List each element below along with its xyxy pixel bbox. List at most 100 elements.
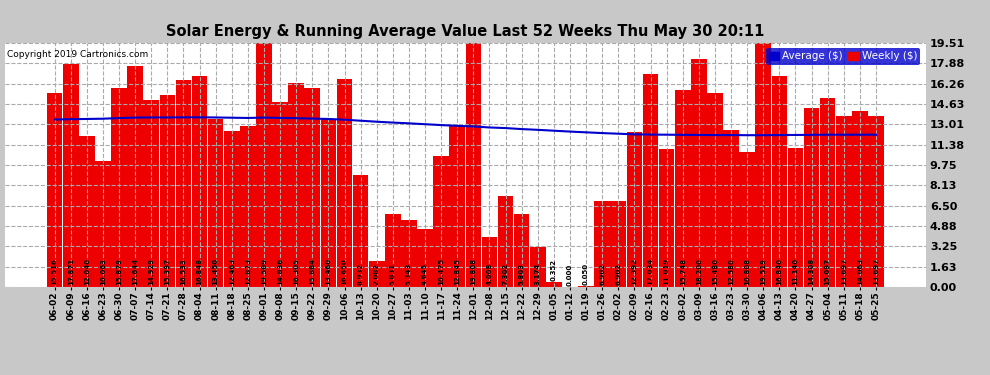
Bar: [482, 237, 497, 287]
Text: 15.879: 15.879: [116, 258, 122, 285]
Bar: [691, 60, 707, 287]
Bar: [578, 286, 594, 287]
Text: 3.174: 3.174: [535, 262, 541, 285]
Bar: [755, 43, 771, 287]
Text: 10.063: 10.063: [100, 258, 106, 285]
Text: 17.644: 17.644: [132, 258, 139, 285]
Bar: [352, 175, 368, 287]
Bar: [724, 130, 739, 287]
Bar: [643, 74, 658, 287]
Text: 18.200: 18.200: [696, 258, 702, 285]
Text: 15.884: 15.884: [309, 258, 315, 285]
Text: 6.902: 6.902: [616, 263, 622, 285]
Text: 11.019: 11.019: [663, 258, 669, 285]
Bar: [820, 98, 836, 287]
Text: 0.050: 0.050: [583, 263, 589, 285]
Text: 4.645: 4.645: [422, 263, 428, 285]
Bar: [192, 76, 207, 287]
Text: 12.392: 12.392: [632, 258, 638, 285]
Text: 17.871: 17.871: [67, 258, 73, 285]
Text: 19.808: 19.808: [470, 258, 476, 285]
Text: 15.748: 15.748: [680, 258, 686, 285]
Text: 12.845: 12.845: [454, 258, 460, 285]
Text: 5.343: 5.343: [406, 263, 412, 285]
Text: 7.302: 7.302: [503, 263, 509, 285]
Text: 16.533: 16.533: [180, 258, 186, 285]
Text: 14.836: 14.836: [277, 258, 283, 285]
Bar: [175, 80, 191, 287]
Text: 8.932: 8.932: [357, 263, 363, 285]
Bar: [530, 247, 545, 287]
Legend: Average ($), Weekly ($): Average ($), Weekly ($): [766, 48, 921, 64]
Text: 5.831: 5.831: [390, 263, 396, 285]
Bar: [224, 131, 240, 287]
Bar: [288, 83, 304, 287]
Text: 17.034: 17.034: [647, 258, 653, 285]
Bar: [449, 126, 465, 287]
Text: 16.650: 16.650: [342, 258, 347, 285]
Text: Copyright 2019 Cartronics.com: Copyright 2019 Cartronics.com: [7, 51, 148, 59]
Text: 12.040: 12.040: [84, 258, 90, 285]
Bar: [514, 214, 530, 287]
Text: 10.475: 10.475: [439, 258, 445, 285]
Text: 2.082: 2.082: [373, 263, 380, 285]
Bar: [385, 214, 401, 287]
Bar: [658, 149, 674, 287]
Text: 16.305: 16.305: [293, 258, 299, 285]
Text: 19.509: 19.509: [261, 258, 267, 285]
Bar: [337, 79, 352, 287]
Bar: [208, 119, 224, 287]
Text: 12.580: 12.580: [728, 258, 734, 285]
Text: 19.519: 19.519: [760, 258, 766, 285]
Text: 14.063: 14.063: [857, 258, 863, 285]
Text: 13.460: 13.460: [326, 258, 332, 285]
Text: 12.873: 12.873: [245, 258, 250, 285]
Text: 15.397: 15.397: [164, 258, 170, 285]
Bar: [852, 111, 867, 287]
Bar: [771, 76, 787, 287]
Bar: [675, 90, 691, 287]
Bar: [111, 88, 127, 287]
Bar: [836, 116, 851, 287]
Bar: [95, 161, 111, 287]
Bar: [611, 201, 626, 287]
Text: 13.450: 13.450: [213, 258, 219, 285]
Bar: [240, 126, 255, 287]
Text: 13.697: 13.697: [841, 258, 846, 285]
Bar: [159, 94, 175, 287]
Text: 15.480: 15.480: [712, 258, 718, 285]
Text: 14.308: 14.308: [809, 258, 815, 285]
Text: 10.808: 10.808: [744, 258, 750, 285]
Bar: [546, 282, 561, 287]
Text: 16.848: 16.848: [197, 258, 203, 285]
Bar: [256, 43, 272, 287]
Text: 5.803: 5.803: [519, 263, 525, 285]
Text: 4.008: 4.008: [486, 262, 492, 285]
Bar: [305, 88, 320, 287]
Bar: [627, 132, 643, 287]
Bar: [128, 66, 143, 287]
Bar: [498, 196, 514, 287]
Text: 6.902: 6.902: [599, 263, 605, 285]
Text: 14.929: 14.929: [148, 258, 154, 285]
Text: 12.463: 12.463: [229, 258, 235, 285]
Text: 15.097: 15.097: [825, 258, 831, 285]
Bar: [321, 119, 337, 287]
Text: 0.000: 0.000: [567, 264, 573, 286]
Bar: [788, 148, 803, 287]
Bar: [465, 39, 481, 287]
Text: 15.516: 15.516: [51, 258, 57, 285]
Bar: [144, 100, 159, 287]
Bar: [369, 261, 384, 287]
Bar: [63, 64, 78, 287]
Bar: [868, 116, 884, 287]
Bar: [47, 93, 62, 287]
Text: 0.352: 0.352: [550, 259, 557, 281]
Bar: [804, 108, 820, 287]
Text: 16.840: 16.840: [776, 258, 782, 285]
Bar: [434, 156, 448, 287]
Bar: [79, 136, 95, 287]
Bar: [401, 220, 417, 287]
Text: 11.140: 11.140: [792, 258, 799, 285]
Bar: [594, 201, 610, 287]
